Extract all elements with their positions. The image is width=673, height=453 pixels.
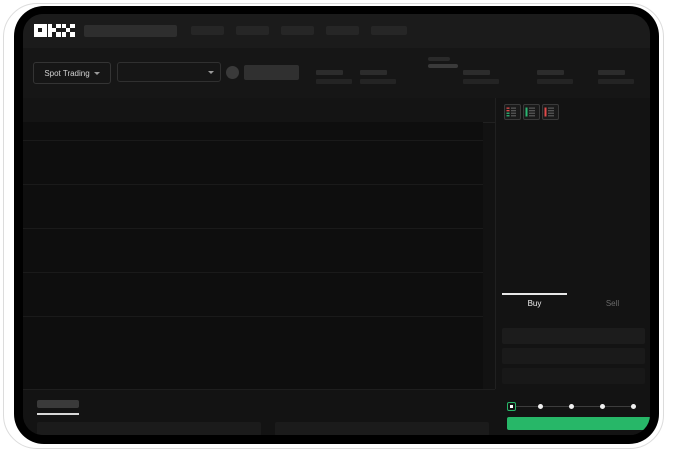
tab-open-orders[interactable] [37, 400, 79, 408]
stat-label [360, 70, 387, 75]
stat-value [463, 79, 499, 84]
stat-value [598, 79, 634, 84]
order-form-field-3[interactable] [502, 368, 645, 384]
nav-item-4[interactable] [326, 26, 359, 35]
nav-item-3[interactable] [281, 26, 314, 35]
search-input[interactable] [84, 25, 177, 37]
trading-pair-select[interactable] [117, 62, 221, 82]
volume-histogram [23, 344, 483, 386]
chevron-down-icon [93, 71, 100, 75]
stat-label [598, 70, 625, 75]
step-square-icon[interactable] [507, 402, 516, 411]
stat-value [316, 79, 352, 84]
book-mode-both-icon[interactable] [504, 104, 521, 120]
candlestick-series [23, 122, 483, 310]
step-dot-2[interactable] [538, 404, 543, 409]
step-dot-5[interactable] [631, 404, 636, 409]
spot-trading-selector[interactable]: Spot Trading [33, 62, 111, 84]
nav-item-1[interactable] [191, 26, 224, 35]
price-chart[interactable] [23, 122, 483, 389]
subheader-mini-bar-1 [428, 57, 450, 61]
tab-buy[interactable]: Buy [527, 299, 542, 308]
spot-trading-label: Spot Trading [44, 68, 90, 78]
stat-24h-volume [537, 70, 573, 84]
onboarding-footer [495, 389, 650, 435]
buy-sell-tabs: Buy Sell [496, 293, 650, 319]
app-screen: Spot Trading [23, 14, 650, 435]
coin-avatar-icon [226, 66, 239, 79]
nav-item-2[interactable] [236, 26, 269, 35]
step-dot-4[interactable] [600, 404, 605, 409]
tab-sell[interactable]: Sell [605, 299, 620, 308]
order-form-field-2[interactable] [502, 348, 645, 364]
stat-24h-high [360, 70, 396, 84]
chevron-down-icon [208, 70, 214, 74]
app-header [23, 14, 650, 48]
order-book-panel: Buy Sell [495, 98, 650, 389]
active-tab-underline [502, 293, 567, 295]
last-price-value [244, 65, 299, 80]
subheader-mini-bar-2 [428, 64, 458, 68]
orders-panel [23, 389, 495, 435]
nav-item-5[interactable] [371, 26, 407, 35]
orders-pane-right [275, 422, 489, 435]
market-subheader: Spot Trading [23, 48, 650, 99]
stat-value [537, 79, 573, 84]
stat-24h-change [316, 70, 352, 84]
step-dot-3[interactable] [569, 404, 574, 409]
stat-label [537, 70, 564, 75]
stat-label [463, 70, 490, 75]
order-form-field-1[interactable] [502, 328, 645, 344]
stat-value [360, 79, 396, 84]
active-tab-underline [37, 413, 79, 415]
stat-24h-low [463, 70, 499, 84]
orders-pane-left [37, 422, 261, 435]
device-bezel-outline [3, 3, 664, 449]
book-mode-asks-icon[interactable] [542, 104, 559, 120]
step-progress[interactable] [507, 402, 639, 411]
primary-cta-button[interactable] [507, 417, 650, 430]
okx-logo[interactable] [34, 24, 75, 37]
action-cancel-all[interactable] [451, 400, 489, 408]
tab-order-history[interactable] [89, 400, 131, 408]
book-mode-bids-icon[interactable] [523, 104, 540, 120]
stat-24h-turnover [598, 70, 634, 84]
stat-label [316, 70, 343, 75]
action-hide-other-pairs[interactable] [407, 400, 445, 408]
